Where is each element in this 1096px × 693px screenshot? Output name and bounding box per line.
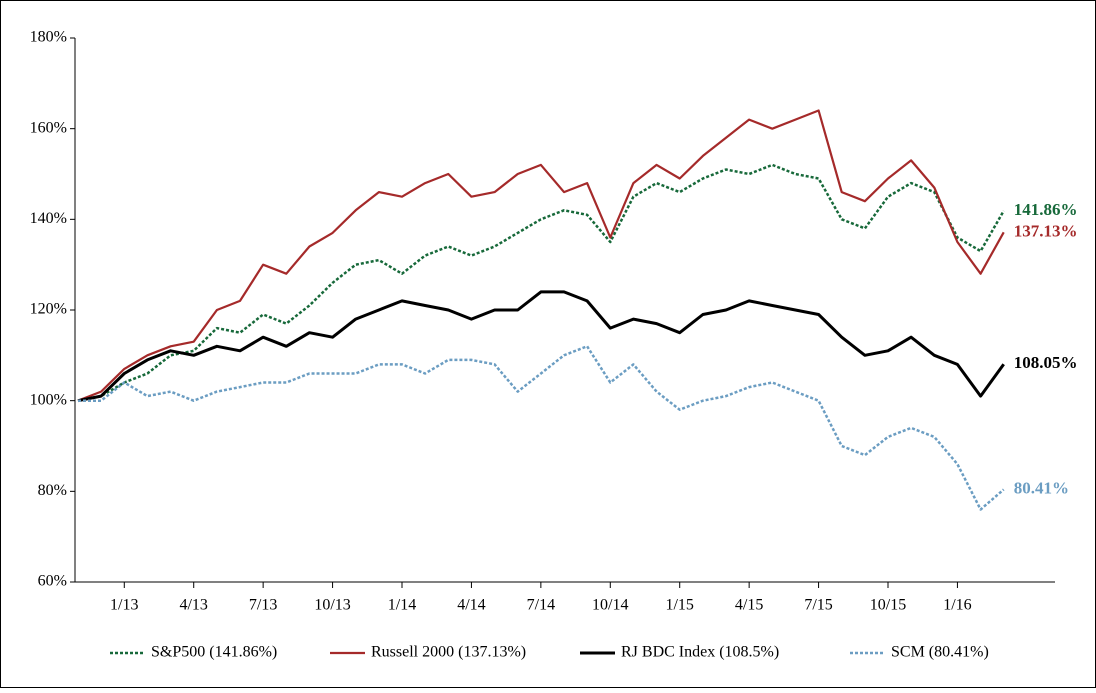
x-tick-label: 1/15 (665, 597, 693, 614)
series-line (78, 345, 1005, 511)
x-tick-label: 10/14 (592, 597, 628, 614)
y-tick-label: 100% (30, 391, 67, 408)
x-tick-label: 10/15 (870, 597, 906, 614)
y-tick-label: 60% (38, 573, 67, 590)
legend-label: S&P500 (141.86%) (151, 644, 277, 661)
x-tick-label: 7/14 (527, 597, 555, 614)
y-tick-label: 140% (30, 210, 67, 227)
legend-label: SCM (80.41%) (891, 644, 989, 661)
series-line (77, 109, 1005, 402)
x-tick-label: 7/15 (804, 597, 832, 614)
x-tick-label: 4/13 (179, 597, 207, 614)
x-tick-label: 1/14 (388, 597, 416, 614)
x-tick-label: 4/14 (457, 597, 485, 614)
legend-label: RJ BDC Index (108.5%) (621, 644, 779, 661)
y-tick-label: 180% (30, 29, 67, 46)
legend-label: Russell 2000 (137.13%) (371, 644, 526, 661)
series-line (77, 163, 1005, 402)
x-tick-label: 10/13 (314, 597, 350, 614)
y-tick-label: 80% (38, 482, 67, 499)
y-tick-label: 120% (30, 301, 67, 318)
end-label: 137.13% (1014, 221, 1078, 240)
end-label: 141.86% (1014, 200, 1078, 219)
end-label: 80.41% (1014, 478, 1069, 497)
x-tick-label: 1/16 (943, 597, 971, 614)
x-tick-label: 7/13 (249, 597, 277, 614)
x-tick-label: 1/13 (110, 597, 138, 614)
x-tick-label: 4/15 (735, 597, 763, 614)
series-line (77, 290, 1005, 403)
end-label: 108.05% (1014, 353, 1078, 372)
y-tick-label: 160% (30, 119, 67, 136)
